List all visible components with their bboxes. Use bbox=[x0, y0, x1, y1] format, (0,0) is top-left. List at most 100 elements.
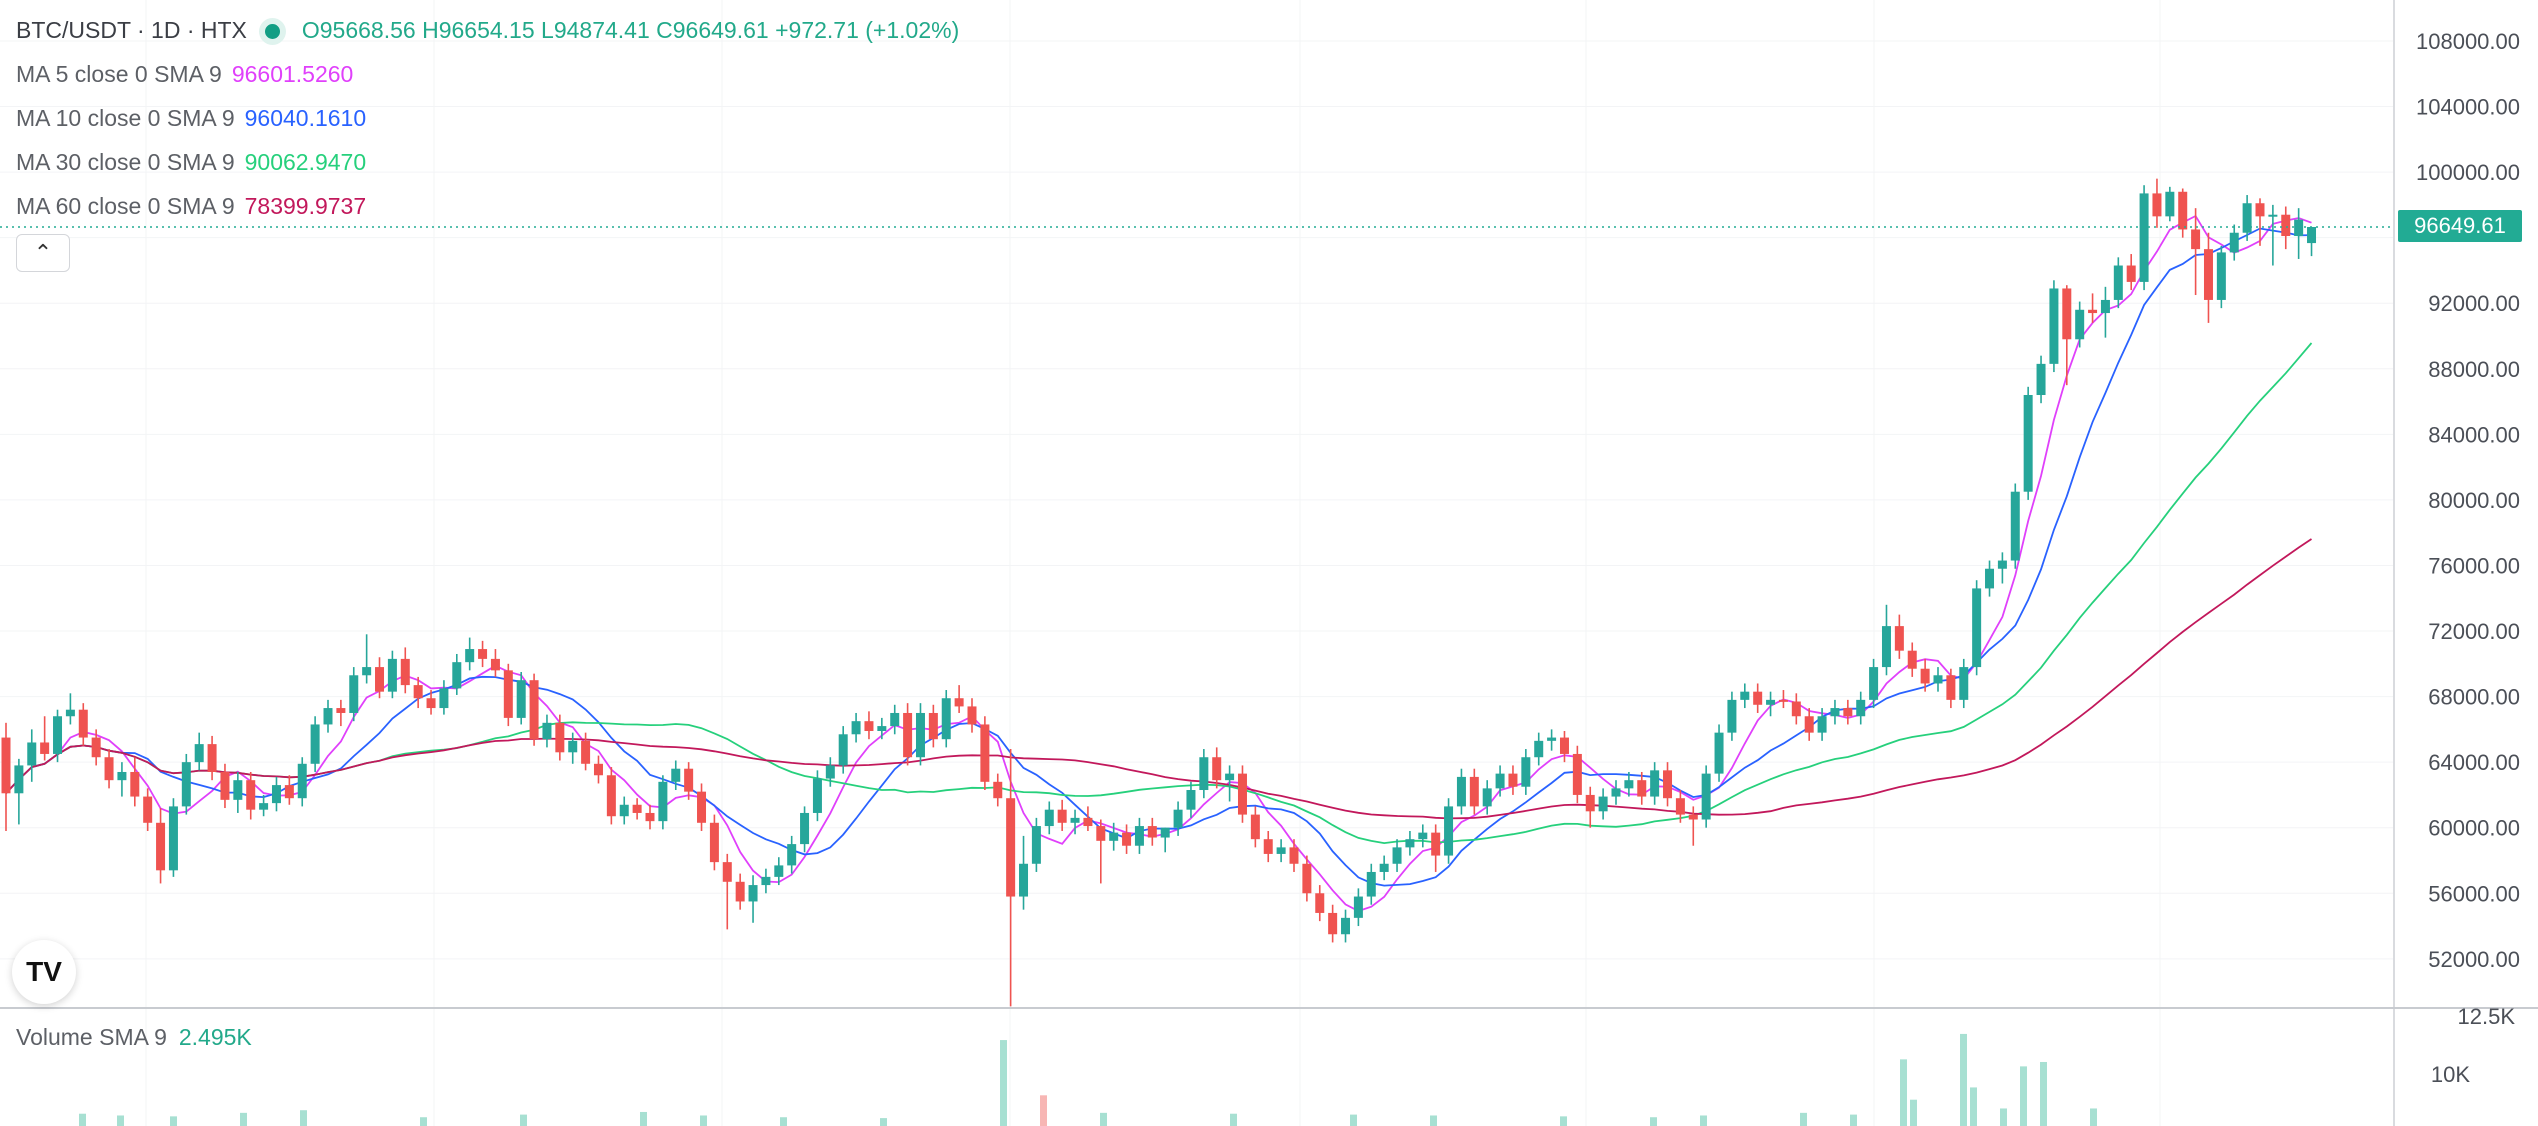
price-tick-label: 52000.00 bbox=[2428, 947, 2520, 972]
candle-body bbox=[1044, 809, 1054, 827]
volume-bar bbox=[700, 1115, 707, 1126]
candle-body bbox=[1920, 668, 1930, 684]
candle-body bbox=[1237, 773, 1247, 815]
indicator-ma60[interactable]: MA 60 close 0 SMA 9 78399.9737 bbox=[16, 190, 959, 234]
candle-body bbox=[1366, 871, 1376, 897]
candle-body bbox=[143, 796, 153, 823]
candle-body bbox=[246, 780, 256, 810]
volume-tick-label: 10K bbox=[2431, 1062, 2470, 1087]
candle-body bbox=[426, 698, 436, 709]
candle-body bbox=[1663, 770, 1673, 799]
candle-body bbox=[1482, 788, 1492, 807]
price-tick-label: 72000.00 bbox=[2428, 619, 2520, 644]
price-tick-label: 92000.00 bbox=[2428, 291, 2520, 316]
volume-bar bbox=[640, 1111, 647, 1126]
tradingview-logo[interactable]: TV bbox=[12, 940, 76, 1004]
candle-body bbox=[800, 812, 810, 845]
candle-body bbox=[993, 781, 1003, 799]
candle-body bbox=[1469, 776, 1479, 807]
candle-body bbox=[658, 781, 668, 822]
candle-body bbox=[271, 785, 281, 804]
candle-body bbox=[259, 803, 269, 810]
candle-body bbox=[2268, 214, 2278, 217]
price-tick-label: 60000.00 bbox=[2428, 816, 2520, 841]
candle-body bbox=[1263, 839, 1273, 854]
candle-body bbox=[1650, 770, 1660, 797]
chart-legend: BTC/USDT · 1D · HTX O95668.56 H96654.15 L… bbox=[16, 14, 959, 234]
header-row: BTC/USDT · 1D · HTX O95668.56 H96654.15 L… bbox=[16, 14, 959, 58]
indicator-ma10[interactable]: MA 10 close 0 SMA 9 96040.1610 bbox=[16, 102, 959, 146]
candle-body bbox=[490, 658, 500, 671]
candle-body bbox=[2062, 288, 2072, 340]
candle-body bbox=[2191, 229, 2201, 250]
candle-body bbox=[2113, 265, 2123, 300]
candle-body bbox=[1972, 588, 1982, 668]
candle-body bbox=[310, 724, 320, 764]
candle-body bbox=[2010, 491, 2020, 561]
candle-body bbox=[632, 804, 642, 813]
candle-body bbox=[53, 716, 63, 754]
candle-body bbox=[2165, 191, 2175, 217]
candle-body bbox=[130, 771, 140, 797]
price-tick-label: 104000.00 bbox=[2416, 95, 2520, 120]
price-tick-label: 68000.00 bbox=[2428, 685, 2520, 710]
candle-body bbox=[2307, 227, 2317, 244]
volume-bar bbox=[2090, 1108, 2097, 1126]
volume-bar bbox=[2040, 1061, 2047, 1126]
candle-body bbox=[1444, 806, 1454, 856]
ma-line bbox=[5, 227, 2312, 887]
candle-body bbox=[941, 698, 951, 740]
candle-body bbox=[2203, 249, 2213, 300]
indicator-ma5[interactable]: MA 5 close 0 SMA 9 96601.5260 bbox=[16, 58, 959, 102]
candle-body bbox=[1096, 826, 1106, 841]
volume-legend[interactable]: Volume SMA 9 2.495K bbox=[16, 1024, 252, 1051]
volume-bar bbox=[420, 1117, 427, 1126]
candle-body bbox=[465, 649, 475, 663]
volume-bar bbox=[1960, 1033, 1967, 1126]
indicator-ma30[interactable]: MA 30 close 0 SMA 9 90062.9470 bbox=[16, 146, 959, 190]
candle-body bbox=[1753, 691, 1763, 705]
candle-body bbox=[91, 737, 101, 758]
candle-body bbox=[2152, 193, 2162, 217]
candle-body bbox=[1405, 839, 1415, 848]
candle-body bbox=[284, 785, 294, 799]
candle-body bbox=[1199, 757, 1209, 791]
candle-body bbox=[1070, 817, 1080, 823]
candle-body bbox=[1160, 827, 1170, 838]
candle-body bbox=[2036, 363, 2046, 396]
candle-body bbox=[709, 822, 719, 863]
candle-body bbox=[168, 806, 178, 871]
candle-body bbox=[1585, 794, 1595, 812]
candle-body bbox=[362, 667, 372, 676]
candle-body bbox=[787, 844, 797, 866]
candle-body bbox=[1031, 826, 1041, 864]
collapse-legend-button[interactable]: ⌃ bbox=[16, 234, 70, 272]
candle-body bbox=[2139, 193, 2149, 282]
price-tick-label: 80000.00 bbox=[2428, 488, 2520, 513]
symbol-label[interactable]: BTC/USDT · 1D · HTX bbox=[16, 17, 247, 43]
candle-body bbox=[1302, 863, 1312, 894]
candle-body bbox=[671, 768, 681, 782]
candle-body bbox=[761, 876, 771, 886]
candle-body bbox=[104, 757, 114, 781]
volume-bar bbox=[1800, 1112, 1807, 1126]
price-tick-label: 84000.00 bbox=[2428, 422, 2520, 447]
indicator-value: 90062.9470 bbox=[244, 149, 367, 175]
candle-body bbox=[774, 865, 784, 877]
volume-label: Volume SMA 9 bbox=[16, 1024, 167, 1050]
candle-body bbox=[1328, 912, 1338, 935]
ohlc-high: H96654.15 bbox=[422, 17, 535, 43]
candle-body bbox=[1856, 699, 1866, 717]
price-tick-label: 108000.00 bbox=[2416, 29, 2520, 54]
candle-body bbox=[568, 740, 578, 753]
volume-bar bbox=[1700, 1115, 1707, 1126]
candle-body bbox=[903, 712, 913, 758]
candle-body bbox=[516, 680, 526, 718]
ohlc-change: +972.71 (+1.02%) bbox=[775, 17, 960, 43]
candle-body bbox=[181, 762, 191, 807]
candle-body bbox=[851, 721, 861, 735]
candle-body bbox=[2075, 309, 2085, 340]
candle-body bbox=[65, 709, 75, 717]
